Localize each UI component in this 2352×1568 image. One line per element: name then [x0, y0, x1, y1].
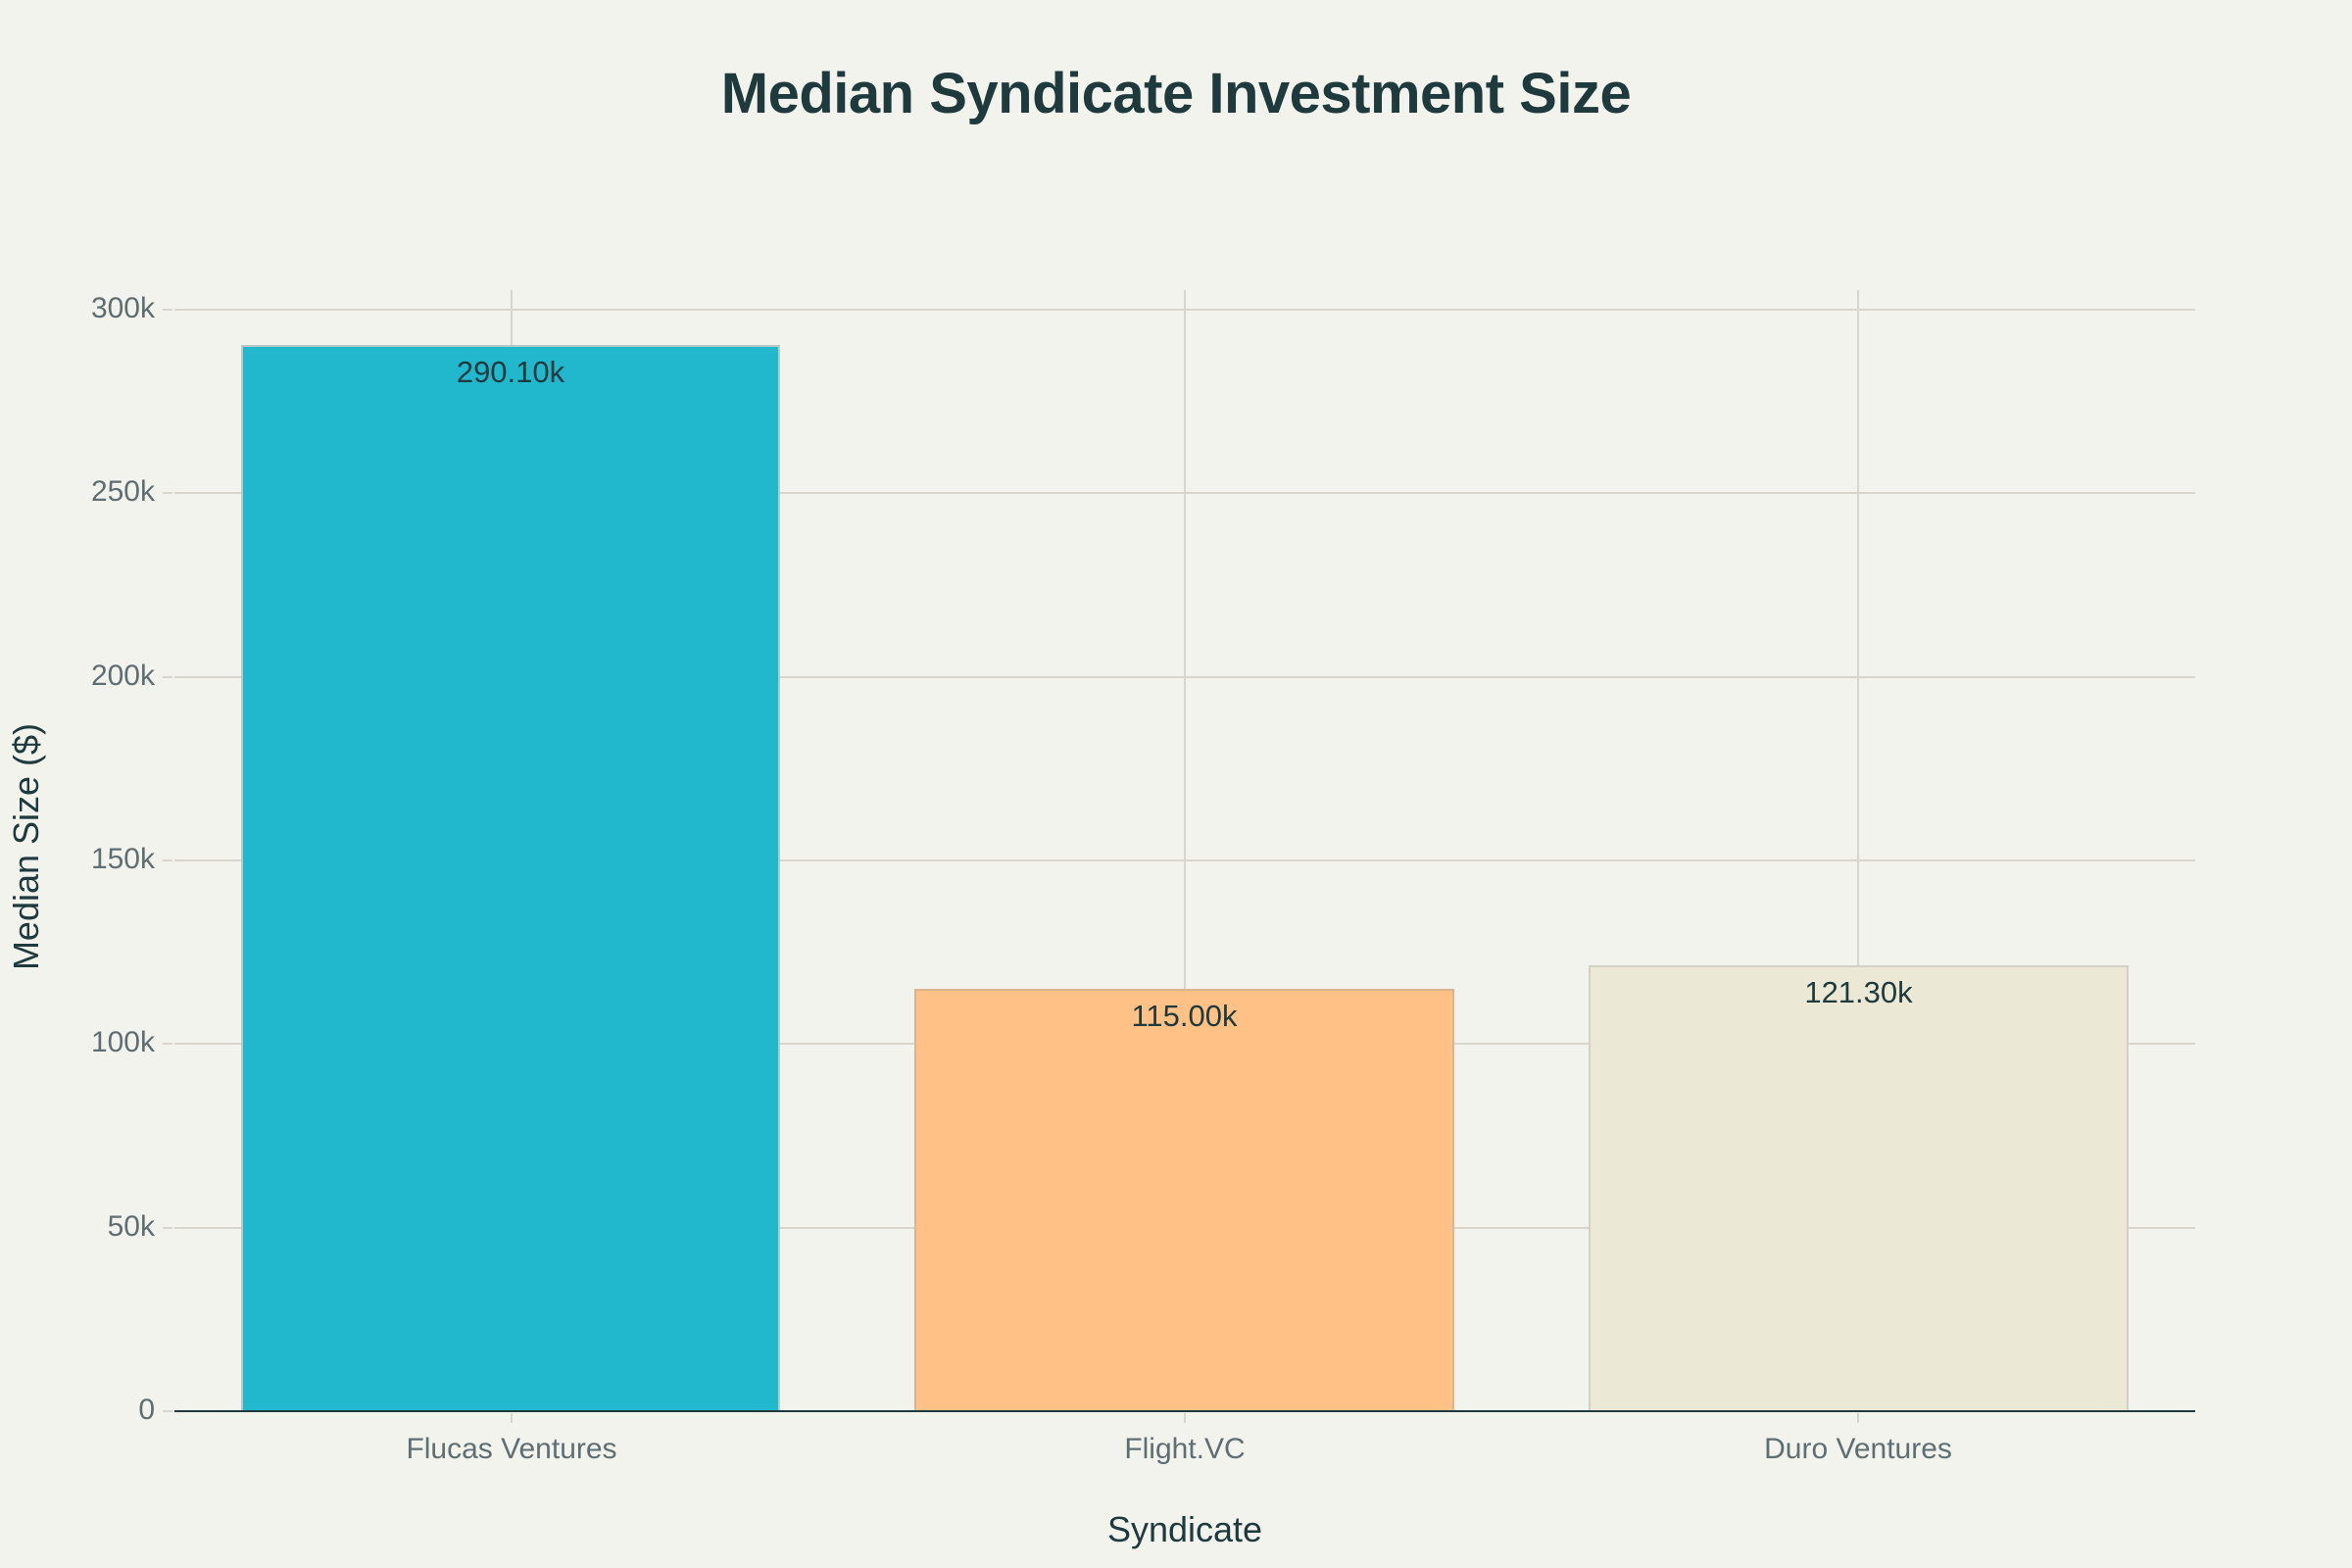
x-axis-line [174, 1410, 2195, 1412]
ytick-label: 0 [138, 1394, 155, 1426]
ytick-300k [163, 309, 172, 311]
ytick-label: 100k [90, 1026, 155, 1058]
y-axis-title: Median Size ($) [6, 722, 46, 971]
bar-duro-ventures[interactable]: 121.30k [1589, 965, 2129, 1411]
bar-value-label: 115.00k [1131, 999, 1238, 1033]
ytick-250k [163, 492, 172, 494]
chart-title: Median Syndicate Investment Size [720, 62, 1632, 125]
ytick-100k [163, 1043, 172, 1045]
bar-value-label: 121.30k [1804, 975, 1913, 1009]
gridline-x-3 [1857, 290, 1859, 1411]
plot-area: 290.10k 115.00k 121.30k [174, 290, 2195, 1411]
ytick-label: 50k [107, 1210, 155, 1243]
ytick-0 [163, 1410, 172, 1412]
xtick [1857, 1413, 1859, 1423]
ytick-50k [163, 1227, 172, 1229]
ytick-label: 300k [90, 292, 155, 324]
xtick-label-duro-ventures: Duro Ventures [1764, 1433, 1952, 1465]
bar-value-label: 290.10k [456, 355, 565, 389]
xtick-label-flight-vc: Flight.VC [1124, 1433, 1246, 1465]
xtick [511, 1413, 513, 1423]
x-axis-title: Syndicate [1106, 1509, 1263, 1549]
ytick-label: 150k [90, 843, 155, 875]
bar-flight-vc[interactable]: 115.00k [914, 989, 1454, 1411]
ytick-150k [163, 859, 172, 861]
xtick [1184, 1413, 1186, 1423]
xtick-label-flucas-ventures: Flucas Ventures [406, 1433, 617, 1465]
ytick-label: 200k [90, 660, 155, 692]
bar-flucas-ventures[interactable]: 290.10k [241, 345, 780, 1411]
gridline-x-2 [1184, 290, 1186, 1411]
ytick-200k [163, 676, 172, 678]
ytick-label: 250k [90, 475, 155, 508]
